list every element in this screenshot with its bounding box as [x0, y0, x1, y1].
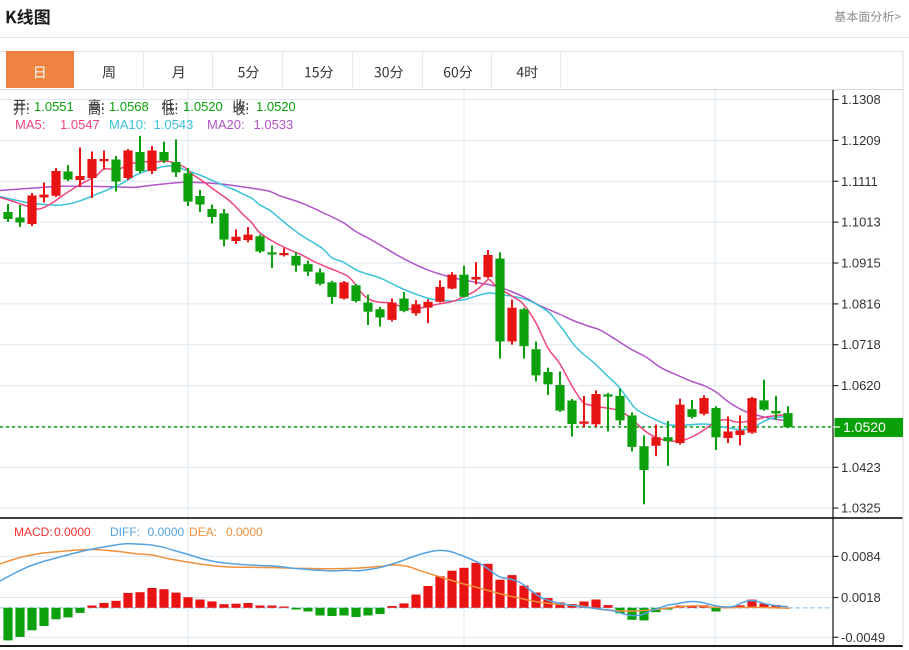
svg-text:1.1308: 1.1308 [841, 92, 881, 107]
svg-text:1.0718: 1.0718 [841, 337, 881, 352]
svg-text:1.0423: 1.0423 [841, 460, 881, 475]
svg-text:0.0018: 0.0018 [841, 590, 881, 605]
svg-text:0.0084: 0.0084 [841, 549, 881, 564]
svg-text:1.1013: 1.1013 [841, 215, 881, 230]
svg-text:1.1209: 1.1209 [841, 133, 881, 148]
svg-text:1.0816: 1.0816 [841, 296, 881, 311]
svg-text:1.0325: 1.0325 [841, 501, 881, 516]
svg-text:-0.0049: -0.0049 [841, 630, 885, 645]
svg-text:1.0520: 1.0520 [843, 419, 886, 435]
svg-text:1.0915: 1.0915 [841, 256, 881, 271]
svg-text:1.0620: 1.0620 [841, 378, 881, 393]
svg-text:1.1111: 1.1111 [841, 174, 878, 189]
